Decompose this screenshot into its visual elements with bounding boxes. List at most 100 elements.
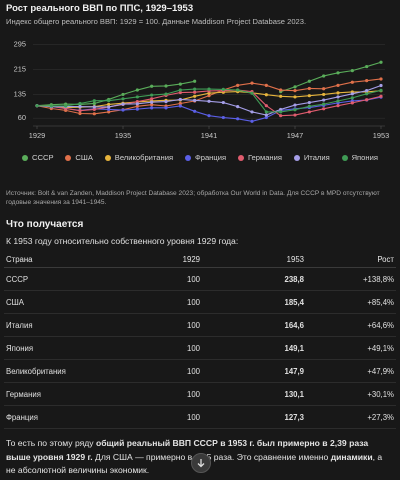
data-point	[279, 107, 283, 112]
data-point	[135, 95, 139, 99]
data-point	[307, 104, 311, 108]
data-point	[121, 108, 125, 112]
data-point	[150, 97, 154, 101]
table-cell: 149,1	[202, 336, 306, 360]
data-point	[293, 95, 297, 99]
data-point	[178, 90, 182, 95]
data-point	[236, 88, 240, 92]
legend-label: Франция	[194, 153, 227, 162]
data-point	[350, 69, 354, 73]
data-point	[379, 94, 383, 98]
data-point	[193, 94, 197, 98]
text: Для США — примерно в 1,85 раза. Это срав…	[92, 451, 331, 462]
data-point	[322, 102, 326, 106]
x-tick-label: 1935	[115, 131, 131, 140]
data-point	[78, 105, 82, 109]
x-tick-label: 1953	[373, 131, 389, 140]
legend-label: США	[75, 153, 93, 162]
data-point	[293, 108, 297, 112]
chart-subtitle: Индекс общего реального ВВП: 1929 = 100.…	[6, 17, 307, 26]
table-cell: +64,6%	[306, 313, 396, 337]
scroll-down-button[interactable]	[191, 453, 211, 473]
table-cell: +85,4%	[306, 290, 396, 314]
data-point	[107, 110, 111, 114]
data-point	[379, 88, 383, 92]
table-row: Франция 100 127,3 +27,3%	[4, 405, 396, 429]
data-point	[150, 103, 154, 107]
text-bold: динамики	[330, 451, 373, 462]
data-point	[250, 119, 254, 123]
data-point	[365, 98, 369, 102]
data-point	[264, 104, 268, 108]
section-intro: К 1953 году относительно собственного ур…	[6, 236, 239, 246]
data-point	[121, 97, 125, 101]
legend-swatch	[341, 154, 348, 161]
legend-label: Германия	[247, 153, 282, 162]
data-point	[322, 92, 326, 97]
data-point	[164, 100, 168, 104]
data-point	[379, 60, 383, 64]
data-point	[107, 102, 111, 107]
table-cell: 130,1	[202, 382, 306, 406]
data-point	[293, 85, 297, 89]
data-point	[307, 110, 311, 114]
table: Страна 1929 1953 Рост СССР 100 238,8 +138,8% США…	[4, 251, 396, 429]
column-header: 1929	[128, 251, 202, 268]
legend-label: Япония	[351, 153, 378, 162]
data-point	[92, 105, 96, 109]
table-cell: 100	[128, 313, 202, 337]
table-row: Германия 100 130,1 +30,1%	[4, 382, 396, 406]
y-tick-label: 215	[14, 65, 26, 74]
legend-swatch	[104, 154, 111, 161]
table-cell: +27,3%	[306, 405, 396, 429]
data-point	[250, 91, 254, 95]
legend-label: Великобритания	[114, 153, 174, 162]
legend-item: Германия	[237, 153, 282, 162]
data-point	[307, 86, 311, 91]
table-cell: 238,8	[202, 267, 306, 291]
data-point	[207, 94, 211, 98]
data-point	[92, 112, 96, 116]
y-tick-label: 295	[14, 40, 26, 49]
data-point	[322, 74, 326, 78]
data-point	[78, 101, 82, 106]
table-cell: +47,9%	[306, 359, 396, 383]
data-point	[207, 91, 211, 95]
table-body: СССР 100 238,8 +138,8% США 100 185,4 +85,4% Итал…	[4, 267, 396, 429]
legend-label: Италия	[303, 153, 330, 162]
table-cell: 100	[128, 267, 202, 291]
data-point	[78, 111, 82, 116]
data-point	[150, 106, 154, 110]
data-point	[336, 83, 340, 87]
data-point	[236, 117, 240, 121]
table-cell: 100	[128, 359, 202, 383]
data-point	[379, 77, 383, 81]
table-cell: +49,1%	[306, 336, 396, 360]
data-point	[221, 87, 225, 92]
table-cell: Франция	[4, 405, 128, 429]
legend-swatch	[22, 154, 28, 161]
table-cell: +30,1%	[306, 382, 396, 406]
text: , а не абсолютной величины экономик.	[6, 451, 383, 476]
source-note: Источник: Bolt & van Zanden, Maddison Pr…	[6, 190, 380, 206]
x-tick-label: 1947	[287, 131, 303, 140]
data-point	[379, 83, 383, 88]
data-point	[135, 107, 139, 111]
legend-item: Франция	[184, 153, 227, 162]
legend-swatch	[293, 154, 300, 161]
data-point	[150, 84, 154, 88]
table-cell: Япония	[4, 336, 128, 360]
data-point	[221, 115, 225, 120]
y-tick-label: 60	[18, 113, 26, 122]
table-header: Страна 1929 1953 Рост	[4, 251, 396, 268]
data-point	[64, 104, 68, 108]
data-point	[350, 101, 354, 105]
data-point	[250, 81, 254, 85]
data-point	[35, 104, 39, 108]
table-cell: Италия	[4, 313, 128, 337]
data-point	[350, 92, 354, 96]
data-point	[365, 92, 369, 96]
column-header: Рост	[306, 251, 396, 268]
legend-item: Великобритания	[104, 153, 174, 162]
data-point	[164, 84, 168, 88]
